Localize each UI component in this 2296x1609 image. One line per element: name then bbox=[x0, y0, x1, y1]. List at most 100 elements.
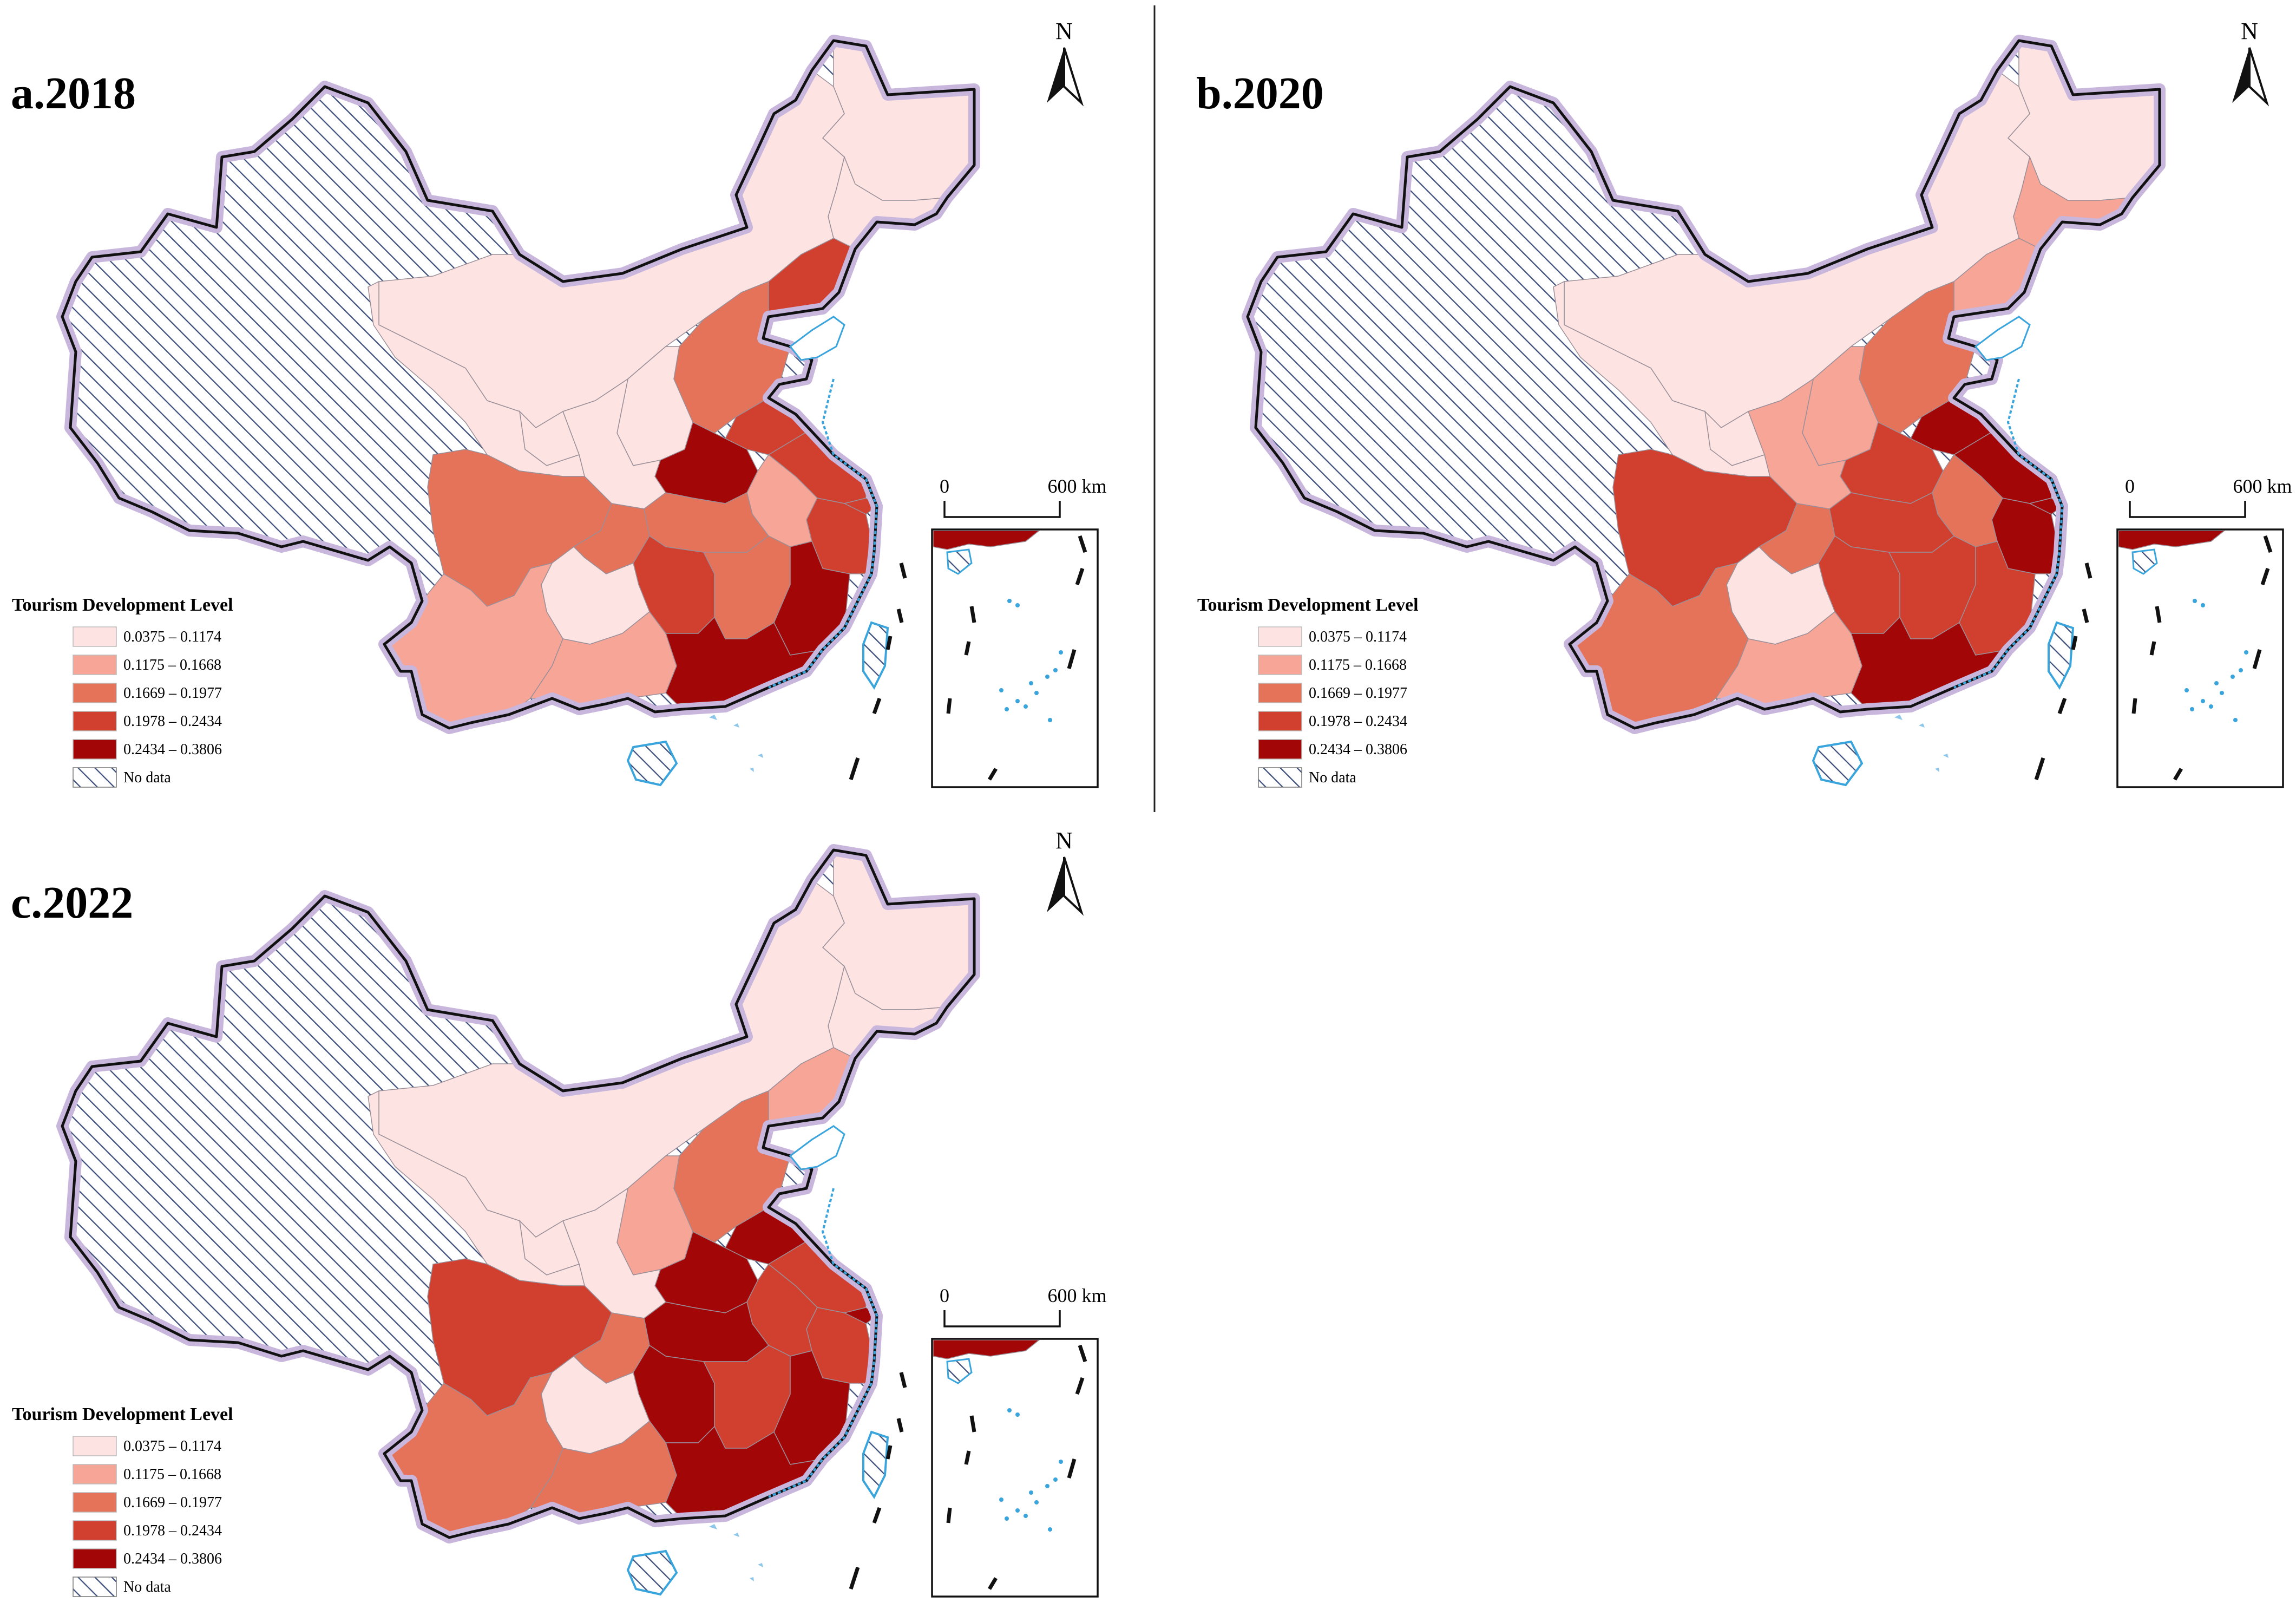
small-island bbox=[750, 1577, 754, 1581]
boundary-dash bbox=[896, 609, 904, 623]
boundary-dash bbox=[872, 697, 882, 715]
bohai-sea bbox=[789, 316, 845, 361]
scale-end-label: 600 km bbox=[2233, 475, 2292, 497]
boundary-dash bbox=[885, 1445, 893, 1460]
legend-swatch bbox=[1258, 711, 1302, 731]
inset-boundary-dash bbox=[2155, 606, 2162, 623]
legend-label: 0.1978 – 0.2434 bbox=[123, 713, 222, 730]
inset-island bbox=[1053, 668, 1058, 672]
north-label: N bbox=[1055, 18, 1073, 44]
north-arrow-left bbox=[1047, 857, 1064, 912]
inset-boundary-dash bbox=[987, 1577, 998, 1590]
inset-island bbox=[2214, 681, 2219, 685]
inset-island bbox=[1024, 1514, 1028, 1518]
hainan-island bbox=[1812, 740, 1864, 787]
inset-island bbox=[2209, 704, 2213, 709]
inset-island bbox=[2190, 707, 2194, 711]
scale-start-label: 0 bbox=[940, 1285, 949, 1306]
inset-boundary-dash bbox=[1067, 1458, 1077, 1479]
legend-label: 0.1175 – 0.1668 bbox=[123, 657, 221, 673]
map-panel-2022: c.2022 N 0 600 km Tourism Development Level 0… bbox=[11, 827, 1107, 1598]
inset-boundary-dash bbox=[2252, 649, 2262, 669]
country-border bbox=[61, 39, 976, 730]
scale-bar: 0 600 km bbox=[2125, 475, 2292, 518]
country-border bbox=[1246, 39, 2161, 730]
inset-boundary-dash bbox=[987, 768, 998, 781]
small-island bbox=[733, 1533, 739, 1537]
boundary-dash bbox=[2084, 563, 2092, 579]
legend-swatch bbox=[73, 1520, 117, 1541]
inset-island bbox=[1034, 691, 1039, 695]
legend-swatch bbox=[73, 1436, 117, 1456]
small-island bbox=[709, 715, 717, 720]
inset-island bbox=[1053, 1477, 1058, 1482]
inset-island bbox=[2231, 675, 2235, 679]
north-label: N bbox=[2241, 18, 2258, 44]
boundary-dash bbox=[885, 636, 893, 650]
legend-title: Tourism Development Level bbox=[12, 595, 233, 615]
inset-boundary-dash bbox=[1067, 649, 1077, 669]
inset-boundary-dash bbox=[964, 641, 971, 656]
inset-island bbox=[1007, 599, 1012, 603]
scale-bar-line bbox=[2129, 501, 2246, 518]
legend-swatch bbox=[73, 1464, 117, 1484]
scale-end-label: 600 km bbox=[1047, 475, 1106, 497]
legend-swatch bbox=[1258, 739, 1302, 760]
inset-island bbox=[1034, 1500, 1039, 1505]
inset-boundary-dash bbox=[1078, 535, 1087, 553]
inset-island bbox=[2201, 603, 2205, 607]
bohai-sea bbox=[1974, 316, 2031, 361]
bohai-sea bbox=[789, 1125, 845, 1170]
inset-island bbox=[2193, 599, 2197, 603]
taiwan-island bbox=[862, 621, 889, 690]
boundary-dash bbox=[2071, 636, 2078, 650]
inset-island bbox=[1059, 1460, 1063, 1464]
legend-swatch bbox=[1258, 626, 1302, 647]
map-title: c.2022 bbox=[11, 878, 133, 928]
inset-island bbox=[2233, 718, 2238, 722]
inset-content bbox=[933, 1340, 1087, 1590]
inset-mainland bbox=[2118, 531, 2226, 550]
legend: Tourism Development Level 0.0375 – 0.1174… bbox=[1197, 595, 1419, 788]
small-island bbox=[709, 1524, 717, 1529]
inset-boundary-dash bbox=[969, 606, 976, 623]
boundary-dash bbox=[899, 1372, 907, 1388]
boundary-dash bbox=[899, 563, 907, 579]
small-island bbox=[758, 1563, 763, 1567]
map-panel-2020: b.2020 N 0 600 km Tourism Development Level 0… bbox=[1196, 18, 2292, 788]
inset-boundary-dash bbox=[969, 1415, 976, 1433]
legend-label: 0.1175 – 0.1668 bbox=[123, 1466, 221, 1483]
inset-island bbox=[1015, 603, 1020, 607]
inset-island bbox=[1024, 704, 1028, 709]
small-island bbox=[1894, 715, 1903, 720]
legend-swatch bbox=[73, 739, 117, 760]
legend-label: 0.0375 – 0.1174 bbox=[1309, 629, 1407, 645]
inset-island bbox=[1015, 1508, 1020, 1513]
legend: Tourism Development Level 0.0375 – 0.1174… bbox=[12, 595, 233, 788]
inset-mainland bbox=[933, 1340, 1040, 1359]
inset-boundary-dash bbox=[946, 698, 952, 714]
inset-island bbox=[2185, 688, 2189, 692]
legend-swatch bbox=[73, 655, 117, 675]
inset-boundary-dash bbox=[2263, 535, 2273, 553]
scale-start-label: 0 bbox=[940, 475, 949, 497]
taiwan-island bbox=[2048, 621, 2075, 690]
inset-content bbox=[933, 531, 1087, 781]
boundary-dash bbox=[2057, 697, 2067, 715]
inset-island bbox=[2239, 668, 2243, 672]
province-layer bbox=[368, 41, 974, 728]
inset-boundary-dash bbox=[964, 1450, 971, 1465]
inset-island bbox=[999, 1497, 1003, 1502]
province-guangxi bbox=[529, 1420, 677, 1519]
legend-label: 0.1669 – 0.1977 bbox=[123, 685, 222, 702]
north-arrow-left bbox=[2232, 48, 2249, 103]
legend: Tourism Development Level 0.0375 – 0.1174… bbox=[12, 1404, 233, 1597]
north-arrow-right bbox=[1063, 47, 1084, 107]
inset-island bbox=[1045, 675, 1049, 679]
inset-island bbox=[1048, 718, 1052, 722]
legend-label: 0.1175 – 0.1668 bbox=[1309, 657, 1407, 673]
legend-title: Tourism Development Level bbox=[12, 1404, 233, 1424]
boundary-dash bbox=[872, 1507, 882, 1524]
map-panel-2018: a.2018 N 0 600 km Tourism Development Level 0… bbox=[11, 18, 1107, 788]
north-arrow-right bbox=[2248, 47, 2269, 107]
